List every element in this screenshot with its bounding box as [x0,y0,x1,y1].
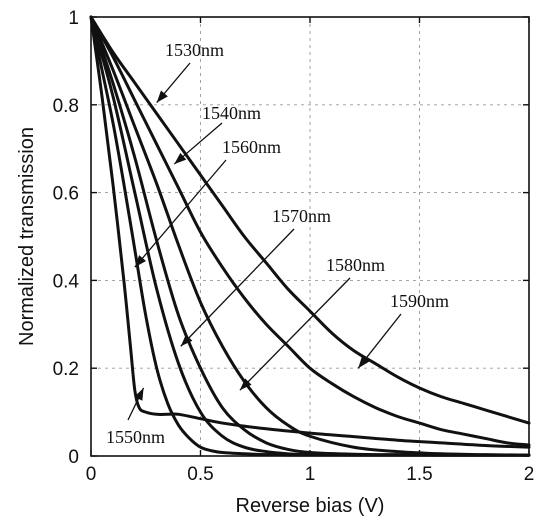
x-tick-label: 2 [524,464,535,485]
annotation-arrows [128,63,401,420]
annotation-1570nm: 1570nm [272,206,331,226]
arrow-head-1530nm [157,91,168,103]
y-tick-label: 0.4 [53,271,80,292]
annotation-1530nm: 1530nm [165,40,224,60]
arrow-line-1570nm [181,229,294,346]
x-tick-label: 0 [86,464,97,485]
annotation-1550nm: 1550nm [106,427,165,447]
annotation-1590nm: 1590nm [390,291,449,311]
y-axis-label: Normalized transmission [16,127,38,346]
y-tick-label: 0 [68,447,79,468]
annotation-1540nm: 1540nm [202,103,261,123]
x-tick-label: 1 [305,464,316,485]
annotation-1580nm: 1580nm [326,255,385,275]
x-tick-label: 1.5 [406,464,432,485]
y-tick-label: 1 [68,8,79,29]
y-tick-label: 0.8 [53,96,79,117]
x-axis-label: Reverse bias (V) [236,495,385,517]
annotation-1560nm: 1560nm [222,137,281,157]
y-tick-label: 0.2 [53,359,79,380]
y-tick-label: 0.6 [53,184,79,205]
x-tick-label: 0.5 [187,464,213,485]
